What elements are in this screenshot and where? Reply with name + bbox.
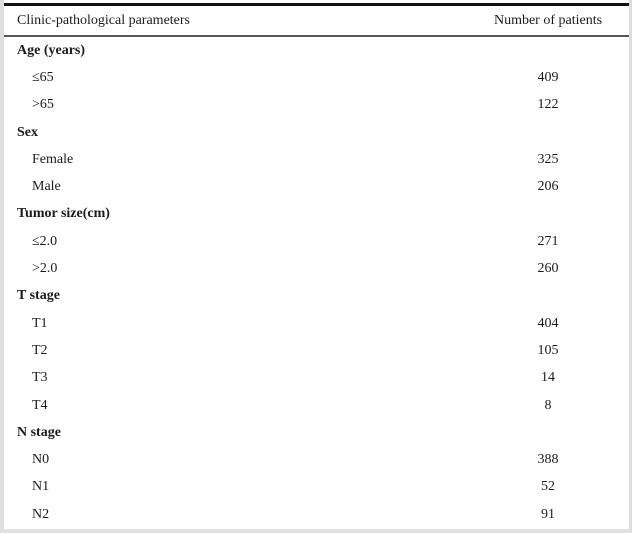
row-value: 52 xyxy=(541,479,555,495)
column-header-patient-count: Number of patients xyxy=(493,12,603,28)
row-label: T2 xyxy=(32,342,48,358)
row-value: 105 xyxy=(537,342,559,358)
row-value: 325 xyxy=(537,151,559,167)
row-label: T4 xyxy=(32,397,48,413)
table-body: Age (years) ≤65 409 >65 122 Sex Female 325 Male 2… xyxy=(4,37,629,528)
table-row: N1 52 xyxy=(4,474,629,501)
row-value: 14 xyxy=(541,370,555,386)
table-row-group: N stage xyxy=(4,419,629,446)
row-label: Age (years) xyxy=(17,42,86,58)
row-value: 388 xyxy=(537,452,559,468)
table-row: >2.0 260 xyxy=(4,255,629,282)
row-value: 409 xyxy=(537,69,559,85)
table-row-group: Sex xyxy=(4,119,629,146)
row-label: >65 xyxy=(32,97,54,113)
table-row: T4 8 xyxy=(4,392,629,419)
row-value: 122 xyxy=(537,97,559,113)
row-value: 8 xyxy=(544,397,552,413)
table-top-rule xyxy=(4,3,629,6)
row-label: T3 xyxy=(32,370,48,386)
table-row-group: Tumor size(cm) xyxy=(4,201,629,228)
table-row: ≤2.0 271 xyxy=(4,228,629,255)
row-label: ≤65 xyxy=(32,69,54,85)
row-value: 260 xyxy=(537,261,559,277)
table-header-row: Clinic-pathological parameters Number of… xyxy=(4,6,629,35)
row-label: Tumor size(cm) xyxy=(17,206,110,222)
row-label: Sex xyxy=(17,124,38,140)
table-row: N0 388 xyxy=(4,446,629,473)
top-margin xyxy=(4,0,629,3)
row-value: 206 xyxy=(537,179,559,195)
table-row: N2 91 xyxy=(4,501,629,528)
row-label: Female xyxy=(32,151,74,167)
row-label: T1 xyxy=(32,315,48,331)
row-label: Male xyxy=(32,179,61,195)
table-row: >65 122 xyxy=(4,92,629,119)
header-separator-rule xyxy=(4,35,629,37)
table-row-group: Age (years) xyxy=(4,37,629,64)
table-row: ≤65 409 xyxy=(4,64,629,91)
row-label: >2.0 xyxy=(32,261,58,277)
table-row: Male 206 xyxy=(4,173,629,200)
table-row-group: T stage xyxy=(4,283,629,310)
row-label: T stage xyxy=(17,288,60,304)
row-value: 91 xyxy=(541,506,555,522)
column-header-parameters: Clinic-pathological parameters xyxy=(17,12,190,28)
row-label: N0 xyxy=(32,452,50,468)
table-row: T1 404 xyxy=(4,310,629,337)
row-value: 271 xyxy=(537,233,559,249)
table-row: T3 14 xyxy=(4,365,629,392)
row-label: N2 xyxy=(32,506,50,522)
row-label: N1 xyxy=(32,479,50,495)
table-row: T2 105 xyxy=(4,337,629,364)
table-row: Female 325 xyxy=(4,146,629,173)
row-label: ≤2.0 xyxy=(32,233,58,249)
row-label: N stage xyxy=(17,424,61,440)
row-value: 404 xyxy=(537,315,559,331)
